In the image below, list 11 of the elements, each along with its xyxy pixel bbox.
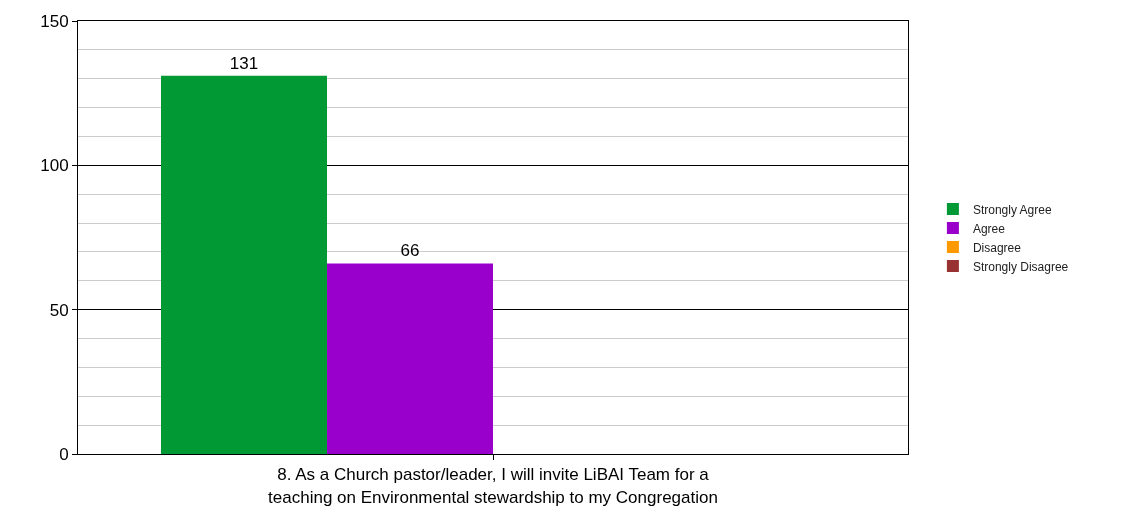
y-tick-label: 0 bbox=[59, 444, 69, 464]
y-tick-label: 100 bbox=[40, 156, 69, 176]
y-tick-label: 150 bbox=[40, 11, 69, 31]
x-tick-label: 8. As a Church pastor/leader, I will invite LiBAI Team for a teaching on Environmental stewardship to my Congregation bbox=[268, 465, 718, 507]
legend-label: Disagree bbox=[972, 240, 1022, 255]
legend-label: Agree bbox=[972, 221, 1006, 236]
data-label: 131 bbox=[229, 53, 259, 73]
legend-label: Strongly Agree bbox=[972, 202, 1052, 217]
y-tick-label: 50 bbox=[49, 300, 69, 320]
legend-label: Strongly Disagree bbox=[972, 259, 1069, 274]
data-label: 66 bbox=[400, 241, 420, 261]
